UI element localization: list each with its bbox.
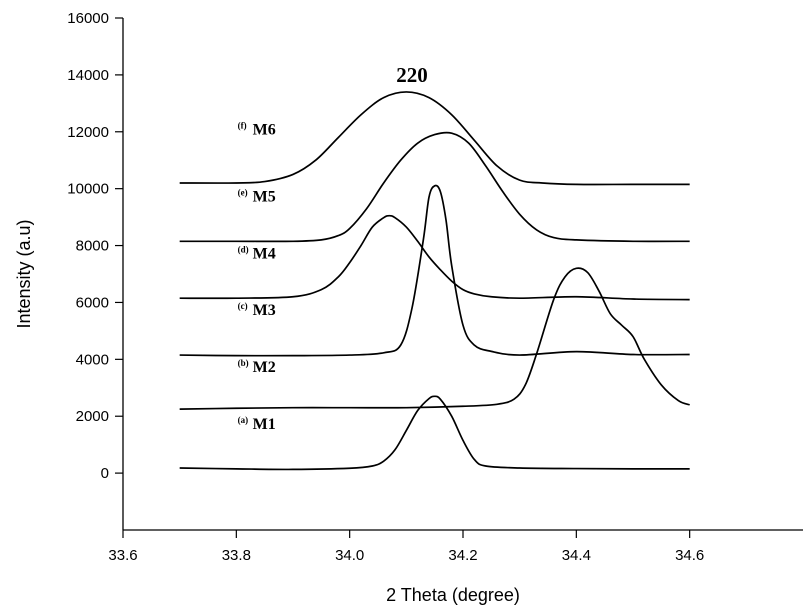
y-axis-ticks: 0 2000 4000 6000 8000 10000 12000 14000 16000 [67,10,123,482]
series-tag-m6: (f) [238,121,247,131]
chart-annotations: 220 [396,63,428,87]
x-tick-label: 34.0 [335,547,364,564]
series-label-m5: M5 [253,188,276,205]
y-tick-label: 8000 [76,238,109,255]
y-tick-label: 10000 [67,181,109,198]
chart-axes [122,18,803,531]
y-tick-label: 6000 [76,294,109,311]
series-curves [179,91,690,471]
peak-label: 220 [396,63,428,87]
x-tick-label: 34.6 [675,547,704,564]
y-axis-title: Intensity (a.u) [14,219,34,328]
series-label-m6: M6 [253,122,276,139]
y-tick-label: 14000 [67,67,109,84]
y-tick-label: 16000 [67,10,109,27]
series-label-m4: M4 [253,245,276,262]
y-tick-label: 12000 [67,124,109,141]
series-label-m3: M3 [253,302,276,319]
x-tick-label: 34.4 [562,547,591,564]
series-labels: (a) M1 (b) M2 (c) M3 (d) M4 (e) M5 (f) M6 [238,121,276,433]
series-line-m3 [179,184,690,357]
series-label-m2: M2 [253,359,276,376]
series-line-m5 [179,131,690,243]
y-tick-label: 2000 [76,408,109,425]
series-tag-m4: (d) [238,244,249,254]
series-tag-m5: (e) [238,187,248,197]
series-line-m1 [179,395,690,471]
series-line-m2 [179,267,690,410]
series-line-m6 [179,91,690,186]
y-tick-label: 0 [101,465,109,482]
x-tick-label: 34.2 [448,547,477,564]
series-tag-m2: (b) [238,358,249,368]
series-line-m4 [179,214,690,301]
x-tick-label: 33.8 [222,547,251,564]
series-tag-m3: (c) [238,301,248,311]
series-label-m1: M1 [253,416,276,433]
series-tag-m1: (a) [238,415,249,425]
x-tick-label: 33.6 [108,547,137,564]
y-tick-label: 4000 [76,351,109,368]
x-axis-title: 2 Theta (degree) [386,585,520,605]
x-axis-ticks: 33.6 33.8 34.0 34.2 34.4 34.6 [108,530,704,564]
